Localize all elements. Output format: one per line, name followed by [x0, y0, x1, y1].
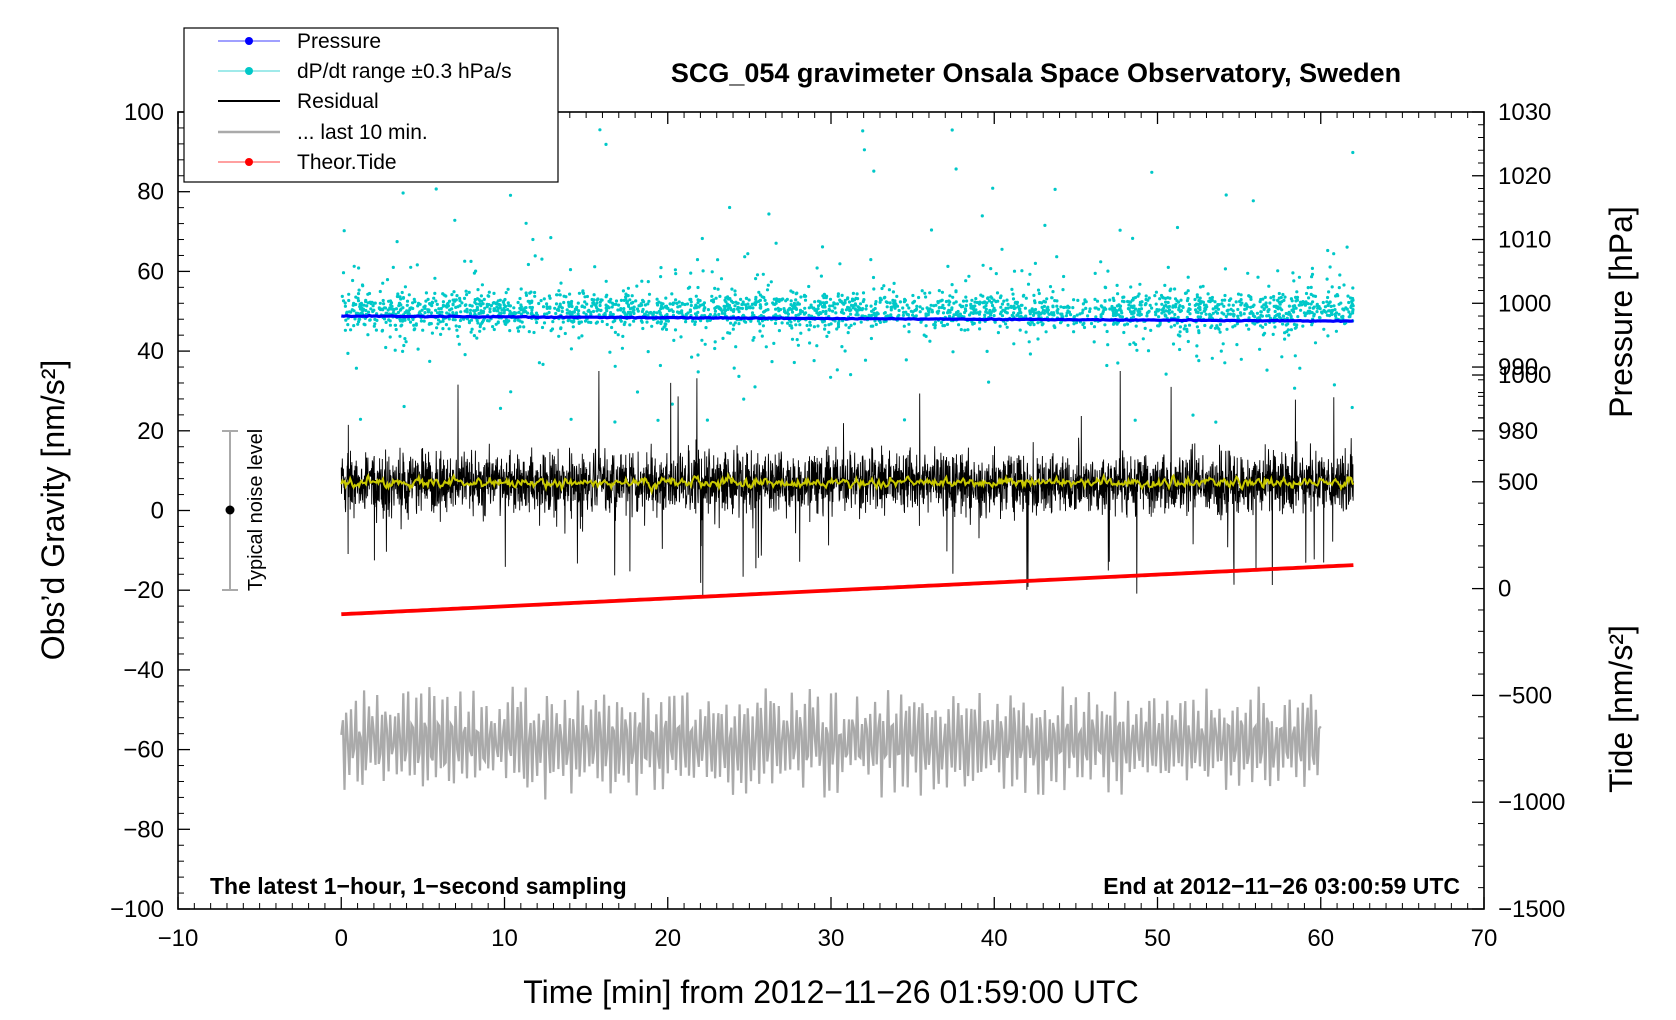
tide-tick-label: −1500 — [1498, 896, 1565, 923]
pressure-tick-label: 1020 — [1498, 163, 1551, 190]
x-tick-label: 70 — [1471, 925, 1498, 952]
y-tick-label: 80 — [137, 179, 164, 206]
y-tick-label: −60 — [123, 737, 164, 764]
legend-label-tide: Theor.Tide — [297, 151, 397, 174]
x-tick-label: 10 — [491, 925, 518, 952]
residual-line — [340, 370, 1354, 599]
x-tick-label: 40 — [981, 925, 1008, 952]
pressure-tick-label: 980 — [1498, 418, 1538, 445]
x-tick-label: 50 — [1144, 925, 1171, 952]
legend-label-last10: ... last 10 min. — [297, 121, 428, 144]
residual-smoothed-line — [340, 471, 1355, 496]
y-axis-title-pressure: Pressure [hPa] — [1603, 206, 1639, 418]
noise-level-indicator: Typical noise level — [222, 429, 267, 591]
theor-tide-line — [341, 563, 1354, 617]
y-tick-label: 20 — [137, 418, 164, 445]
x-tick-label: −10 — [158, 925, 199, 952]
x-axis-title: Time [min] from 2012−11−26 01:59:00 UTC — [523, 974, 1138, 1010]
noise-bar-center-dot — [225, 505, 235, 515]
y-axis-title-tide: Tide [nm/s²] — [1603, 625, 1639, 793]
legend: Pressure dP/dt range ±0.3 hPa/s Residual… — [183, 27, 559, 183]
y-tick-label: −100 — [110, 896, 164, 923]
tide-tick-label: 1000 — [1498, 362, 1551, 389]
tide-tick-label: −500 — [1498, 682, 1552, 709]
tide-tick-label: 500 — [1498, 469, 1538, 496]
annotation-end-time: End at 2012−11−26 03:00:59 UTC — [1103, 873, 1460, 899]
y-tick-label: −20 — [123, 577, 164, 604]
pressure-tick-label: 990 — [1498, 354, 1538, 381]
annotation-sampling: The latest 1−hour, 1−second sampling — [210, 873, 627, 899]
y-tick-label: −80 — [123, 816, 164, 843]
legend-label-residual: Residual — [297, 90, 379, 113]
legend-marker-tide — [245, 158, 253, 166]
last-10-min-line — [340, 686, 1322, 800]
plot-data-layer — [340, 126, 1355, 800]
axis-ticks: −10 0 10 20 30 40 50 60 70100806040200−20−40−60−… — [110, 99, 1565, 952]
pressure-line — [341, 313, 1354, 324]
x-tick-label: 0 — [335, 925, 348, 952]
y-tick-label: 100 — [124, 99, 164, 126]
legend-box — [183, 27, 559, 183]
pressure-tick-label: 1030 — [1498, 99, 1551, 126]
legend-label-pressure: Pressure — [297, 30, 381, 53]
x-tick-label: 20 — [654, 925, 681, 952]
legend-label-dpdt: dP/dt range ±0.3 hPa/s — [297, 60, 512, 83]
dpdt-scatter-points — [340, 126, 1355, 424]
pressure-tick-label: 1010 — [1498, 227, 1551, 254]
chart-title: SCG_054 gravimeter Onsala Space Observat… — [671, 58, 1401, 88]
y-axis-title-left: Obs’d Gravity [nm/s²] — [35, 360, 71, 661]
noise-level-label: Typical noise level — [245, 429, 267, 591]
y-tick-label: 40 — [137, 338, 164, 365]
legend-marker-dpdt — [245, 67, 253, 75]
x-tick-label: 60 — [1307, 925, 1334, 952]
y-tick-label: 60 — [137, 258, 164, 285]
pressure-tick-label: 1000 — [1498, 290, 1551, 317]
tide-tick-label: 0 — [1498, 576, 1511, 603]
y-tick-label: −40 — [123, 657, 164, 684]
x-tick-label: 30 — [818, 925, 845, 952]
y-tick-label: 0 — [151, 498, 164, 525]
tide-tick-label: −1000 — [1498, 789, 1565, 816]
legend-marker-pressure — [245, 37, 253, 45]
